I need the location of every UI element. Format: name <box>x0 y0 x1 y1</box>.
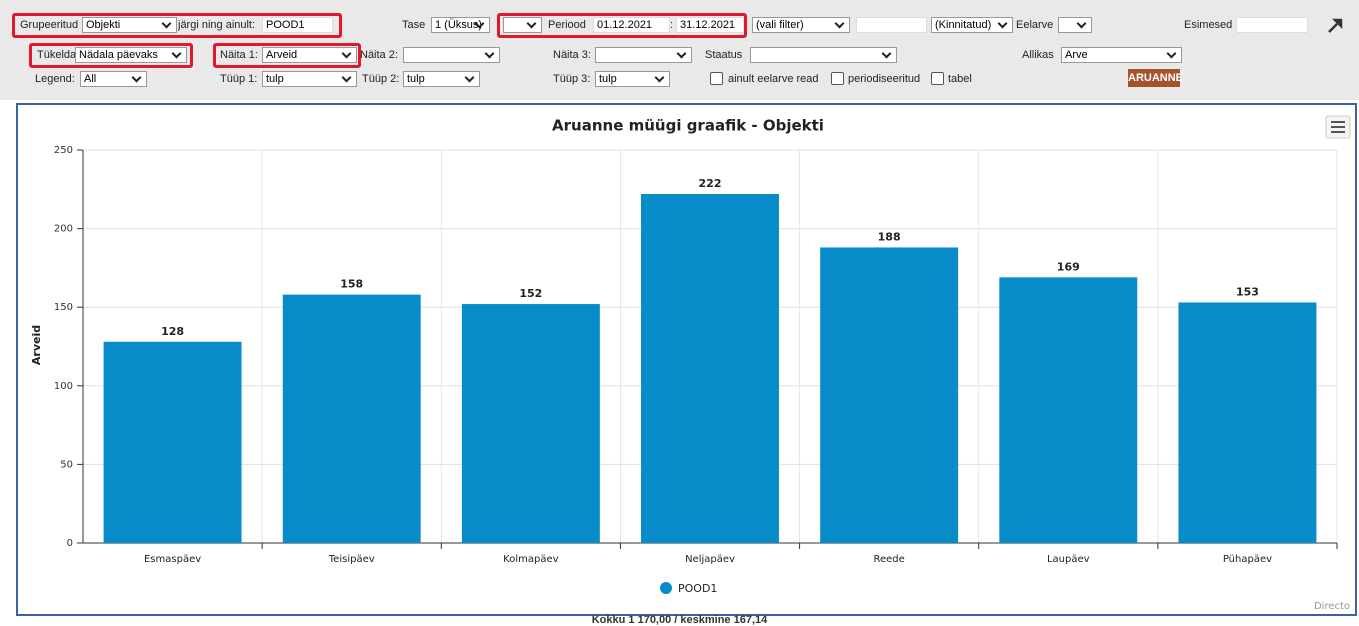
input[interactable]: 01.12.2021 <box>593 17 670 33</box>
x-tick-label: Pühapäev <box>1223 554 1272 565</box>
label: Tüüp 2: <box>362 73 400 85</box>
label: ainult eelarve read <box>728 73 819 85</box>
select[interactable]: tulp <box>403 71 480 87</box>
data-label: 188 <box>878 230 901 243</box>
data-label: 158 <box>340 278 363 291</box>
toolbar: Grupeeritud Objekti järgi ning ainult: P… <box>0 0 1359 100</box>
y-tick-label: 150 <box>54 302 73 313</box>
checkbox[interactable] <box>831 72 844 85</box>
x-tick-label: Esmaspäev <box>144 554 201 565</box>
highlight <box>213 43 361 68</box>
input[interactable] <box>856 17 927 33</box>
select[interactable]: Objekti <box>82 17 177 33</box>
label: Näita 3: <box>553 49 591 61</box>
select[interactable]: tulp <box>262 71 357 87</box>
y-tick-label: 50 <box>60 459 73 470</box>
chart-title: Aruanne müügi graafik - Objekti <box>552 117 824 135</box>
label: Allikas <box>1022 49 1054 61</box>
bar <box>820 247 959 544</box>
bar <box>999 277 1138 543</box>
label: Periood <box>548 19 586 31</box>
label: Tase <box>402 19 426 31</box>
select[interactable]: All <box>80 71 147 87</box>
label: Näita 1: <box>220 49 258 61</box>
x-tick-label: Reede <box>873 554 904 565</box>
label: Tüüp 1: <box>220 73 258 85</box>
label: periodiseeritud <box>848 73 921 85</box>
highlight <box>497 13 747 38</box>
input[interactable] <box>1236 17 1308 33</box>
label: järgi ning ainult: <box>178 19 256 31</box>
footer: Kokku 1 170,00 / keskmine 167,14 <box>591 614 768 626</box>
x-tick-label: Kolmapäev <box>503 554 558 565</box>
data-label: 128 <box>161 325 184 338</box>
select[interactable]: (vali filter) <box>752 17 850 33</box>
checkbox[interactable] <box>710 72 723 85</box>
data-label: 169 <box>1057 260 1080 273</box>
label: Staatus <box>705 49 743 61</box>
credit: Directo <box>1314 601 1350 612</box>
select[interactable]: Nädala päevaks <box>75 47 187 63</box>
x-tick-label: Neljapäev <box>685 554 735 565</box>
select[interactable]: Arve <box>1061 47 1182 63</box>
input[interactable]: 31.12.2021 <box>676 17 744 33</box>
select[interactable] <box>503 17 542 33</box>
report-button[interactable]: ARUANNE <box>1128 69 1183 87</box>
y-axis-label: Arveid <box>30 325 43 365</box>
label: : <box>670 19 674 31</box>
data-label: 153 <box>1236 285 1259 298</box>
bar <box>1178 302 1317 543</box>
menu-button[interactable] <box>1325 115 1351 139</box>
legend-label: POOD1 <box>678 582 717 595</box>
select[interactable] <box>750 47 897 63</box>
tools-icon[interactable] <box>1326 17 1344 35</box>
label: Näita 2: <box>360 49 398 61</box>
input[interactable]: POOD1 <box>262 17 333 33</box>
data-label: 222 <box>699 177 722 190</box>
select[interactable]: 1 (Üksus) <box>431 17 490 33</box>
highlight <box>12 13 342 38</box>
y-tick-label: 0 <box>67 538 73 549</box>
label: Legend: <box>35 73 75 85</box>
label: Tükelda: <box>37 49 80 61</box>
label: Eelarve <box>1016 19 1054 31</box>
label: Esimesed <box>1184 19 1233 31</box>
select[interactable]: (Kinnitatud) <box>931 17 1013 33</box>
checkbox[interactable] <box>931 72 944 85</box>
highlight <box>29 43 193 68</box>
y-tick-label: 100 <box>54 381 73 392</box>
select[interactable] <box>1058 17 1092 33</box>
y-tick-label: 250 <box>54 145 73 156</box>
y-tick-label: 200 <box>54 224 73 235</box>
data-label: 152 <box>519 287 542 300</box>
bar <box>103 341 242 543</box>
select[interactable]: tulp <box>595 71 670 87</box>
x-tick-label: Teisipäev <box>328 554 375 565</box>
x-tick-label: Laupäev <box>1047 554 1090 565</box>
bar <box>461 304 600 543</box>
select[interactable] <box>403 47 500 63</box>
bar <box>282 294 421 543</box>
legend-marker <box>660 582 672 594</box>
label: Grupeeritud <box>20 19 79 31</box>
label: tabel <box>948 73 972 85</box>
select[interactable] <box>595 47 692 63</box>
label: Tüüp 3: <box>553 73 591 85</box>
bar <box>641 194 779 544</box>
select[interactable]: Arveid <box>262 47 357 63</box>
